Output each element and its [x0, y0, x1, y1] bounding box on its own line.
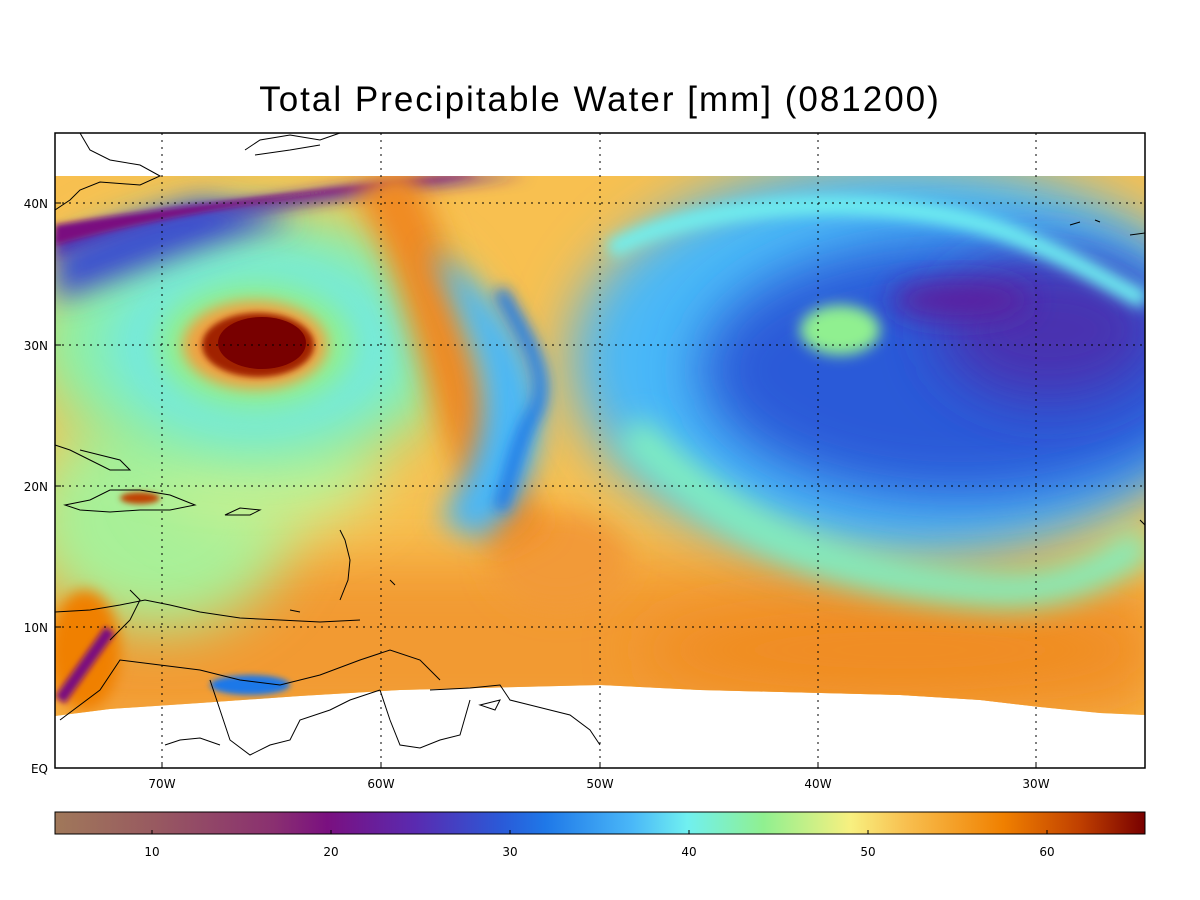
lat-label-10n: 10N: [24, 621, 48, 635]
precipitable-water-field: [55, 176, 1145, 716]
map-title: Total Precipitable Water [mm] (081200): [259, 80, 941, 119]
lon-label-70w: 70W: [148, 777, 175, 791]
lat-label-eq: EQ: [31, 762, 48, 776]
lon-label-50w: 50W: [586, 777, 613, 791]
lon-label-40w: 40W: [804, 777, 831, 791]
colorbar-label-20: 20: [323, 845, 338, 859]
lon-label-30w: 30W: [1022, 777, 1049, 791]
colorbar: [54, 811, 1146, 835]
colorbar-label-50: 50: [860, 845, 875, 859]
graticule: [55, 133, 1145, 768]
coastlines: [54, 132, 1146, 756]
colorbar-label-60: 60: [1039, 845, 1054, 859]
colorbar-label-30: 30: [502, 845, 517, 859]
lon-label-60w: 60W: [367, 777, 394, 791]
lat-label-30n: 30N: [24, 339, 48, 353]
colorbar-label-10: 10: [144, 845, 159, 859]
axis-ticks: [55, 202, 1037, 769]
lat-label-20n: 20N: [24, 480, 48, 494]
lat-label-40n: 40N: [24, 197, 48, 211]
colorbar-ticks: [151, 830, 1048, 834]
colorbar-label-40: 40: [681, 845, 696, 859]
